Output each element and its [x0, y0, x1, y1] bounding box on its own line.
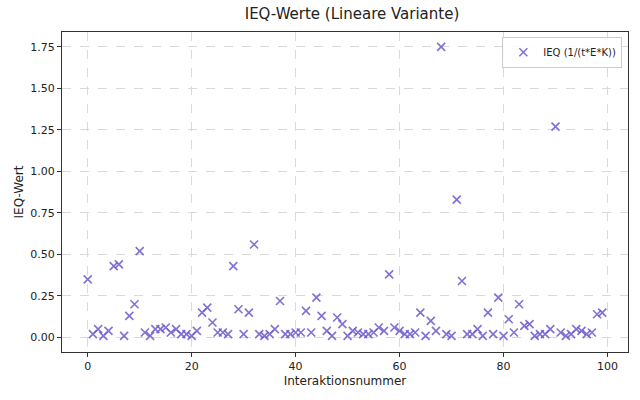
svg-text:40: 40	[289, 360, 303, 373]
svg-text:60: 60	[393, 360, 407, 373]
svg-text:100: 100	[597, 360, 618, 373]
svg-text:1.25: 1.25	[30, 124, 55, 137]
svg-text:0: 0	[84, 360, 91, 373]
svg-text:IEQ (1/(t*E*K)): IEQ (1/(t*E*K))	[543, 47, 616, 58]
svg-text:0.50: 0.50	[30, 248, 55, 261]
svg-text:0.25: 0.25	[30, 290, 55, 303]
svg-text:0.00: 0.00	[30, 331, 55, 344]
svg-text:80: 80	[497, 360, 511, 373]
svg-text:1.00: 1.00	[30, 165, 55, 178]
svg-text:1.75: 1.75	[30, 41, 55, 54]
svg-text:IEQ-Wert: IEQ-Wert	[12, 165, 26, 218]
svg-text:1.50: 1.50	[30, 82, 55, 95]
svg-text:Interaktionsnummer: Interaktionsnummer	[284, 374, 407, 388]
svg-text:20: 20	[185, 360, 199, 373]
svg-text:0.75: 0.75	[30, 207, 55, 220]
svg-text:IEQ-Werte (Lineare Variante): IEQ-Werte (Lineare Variante)	[245, 5, 460, 23]
